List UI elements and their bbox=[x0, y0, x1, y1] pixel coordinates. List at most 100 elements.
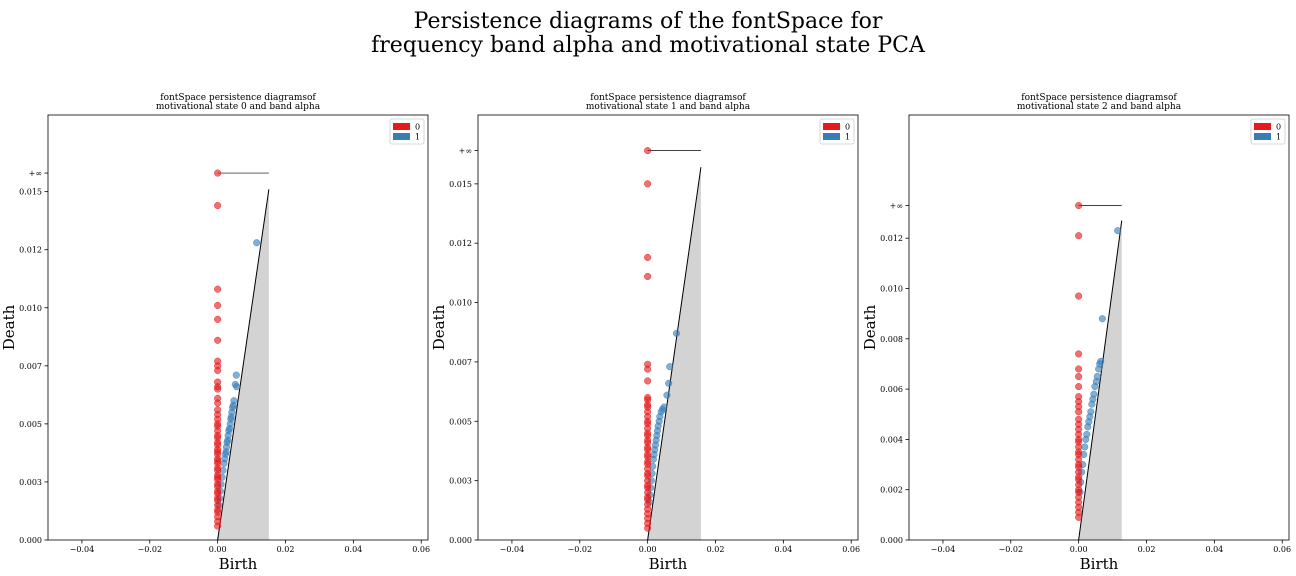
point-dim0 bbox=[214, 366, 222, 375]
point-dim0 bbox=[214, 202, 222, 210]
point-dim0 bbox=[214, 285, 222, 293]
point-dim1 bbox=[233, 383, 241, 391]
point-dim1 bbox=[666, 363, 674, 371]
legend-label-0: 0 bbox=[845, 123, 850, 132]
y-tick-label: 0.003 bbox=[449, 477, 472, 486]
point-dim1 bbox=[1095, 365, 1103, 373]
x-axis-label: Birth bbox=[1080, 555, 1119, 573]
point-dim0 bbox=[1075, 383, 1083, 391]
y-tick-label: 0.010 bbox=[880, 285, 903, 294]
y-tick-label: 0.012 bbox=[19, 246, 42, 255]
legend-swatch-1 bbox=[1254, 133, 1271, 140]
panel-title-line1: fontSpace persistence diagramsof bbox=[160, 93, 316, 103]
figure-title-line1: Persistence diagrams of the fontSpace fo… bbox=[414, 9, 883, 34]
x-tick-label: 0.04 bbox=[1205, 545, 1223, 554]
panel-title-line2: motivational state 0 and band alpha bbox=[156, 102, 321, 112]
point-dim1 bbox=[1098, 315, 1106, 323]
y-tick-label: 0.010 bbox=[19, 304, 42, 313]
point-dim1 bbox=[1084, 423, 1092, 431]
point-dim0 bbox=[644, 524, 652, 532]
panel-title-line1: fontSpace persistence diagramsof bbox=[1021, 93, 1177, 103]
point-dim0 bbox=[644, 377, 652, 385]
y-tick-label: 0.008 bbox=[880, 335, 903, 344]
legend-label-1: 1 bbox=[415, 133, 420, 142]
y-tick-label: 0.000 bbox=[449, 536, 472, 545]
point-dim1 bbox=[220, 459, 228, 467]
legend-swatch-0 bbox=[393, 123, 410, 130]
point-dim0 bbox=[214, 399, 222, 407]
infinity-tick-label: +∞ bbox=[890, 202, 903, 211]
y-tick-label: 0.010 bbox=[449, 299, 472, 308]
y-tick-label: 0.015 bbox=[449, 180, 472, 189]
persistence-panel-2: fontSpace persistence diagramsofmotivati… bbox=[861, 93, 1291, 573]
axes-frame bbox=[47, 114, 429, 541]
x-tick-label: 0.00 bbox=[209, 545, 227, 554]
point-dim0 bbox=[214, 385, 222, 393]
y-axis-label: Death bbox=[861, 304, 879, 350]
y-tick-label: 0.012 bbox=[880, 234, 903, 243]
y-tick-label: 0.012 bbox=[449, 239, 472, 248]
point-dim1 bbox=[672, 329, 681, 337]
legend-swatch-0 bbox=[823, 123, 840, 130]
x-tick-label: 0.00 bbox=[639, 545, 657, 554]
point-dim1 bbox=[1082, 435, 1090, 443]
x-tick-label: 0.04 bbox=[344, 545, 362, 554]
point-dim0 bbox=[1075, 372, 1083, 381]
point-dim0 bbox=[1075, 408, 1083, 416]
point-dim0 bbox=[1075, 292, 1083, 300]
point-dim0 bbox=[214, 336, 222, 344]
infinity-tick-label: +∞ bbox=[459, 147, 472, 156]
diagonal-line bbox=[647, 167, 702, 541]
point-dim1 bbox=[232, 371, 240, 379]
point-dim0 bbox=[1075, 201, 1083, 210]
x-tick-label: 0.06 bbox=[1273, 545, 1291, 554]
point-dim0 bbox=[1075, 232, 1083, 240]
diagonal-line bbox=[1078, 220, 1123, 541]
x-tick-label: −0.02 bbox=[999, 545, 1024, 554]
x-tick-label: −0.04 bbox=[70, 545, 95, 554]
y-tick-label: 0.007 bbox=[19, 362, 42, 371]
y-tick-label: 0.003 bbox=[19, 478, 42, 487]
y-axis-label: Death bbox=[430, 304, 448, 350]
point-dim1 bbox=[1114, 227, 1122, 235]
persistence-panel-0: fontSpace persistence diagramsofmotivati… bbox=[0, 93, 430, 573]
legend-swatch-1 bbox=[823, 133, 840, 140]
point-dim1 bbox=[1088, 400, 1096, 408]
point-dim0 bbox=[214, 315, 222, 323]
y-tick-label: 0.005 bbox=[19, 420, 42, 429]
legend-label-1: 1 bbox=[845, 133, 850, 142]
y-tick-label: 0.005 bbox=[449, 417, 472, 426]
x-tick-label: −0.02 bbox=[568, 545, 593, 554]
point-dim0 bbox=[644, 180, 652, 188]
x-tick-label: 0.02 bbox=[277, 545, 295, 554]
x-tick-label: 0.06 bbox=[412, 545, 430, 554]
point-dim0 bbox=[644, 365, 652, 373]
y-tick-label: 0.004 bbox=[880, 435, 903, 444]
y-tick-label: 0.015 bbox=[19, 188, 42, 197]
legend-swatch-0 bbox=[1254, 123, 1271, 130]
x-tick-label: −0.04 bbox=[500, 545, 525, 554]
point-dim0 bbox=[644, 253, 652, 262]
legend-label-1: 1 bbox=[1276, 133, 1281, 142]
axes-frame bbox=[477, 114, 859, 541]
point-dim0 bbox=[644, 147, 652, 155]
x-tick-label: −0.02 bbox=[138, 545, 163, 554]
point-dim1 bbox=[1091, 383, 1099, 391]
point-dim0 bbox=[644, 272, 652, 281]
legend-label-0: 0 bbox=[415, 123, 420, 132]
panel-title-line2: motivational state 1 and band alpha bbox=[586, 102, 751, 112]
y-tick-label: 0.000 bbox=[19, 536, 42, 545]
panel-title-line2: motivational state 2 and band alpha bbox=[1017, 102, 1182, 112]
point-dim1 bbox=[665, 379, 673, 387]
x-tick-label: 0.02 bbox=[707, 545, 725, 554]
y-tick-label: 0.002 bbox=[880, 486, 903, 495]
x-tick-label: 0.06 bbox=[842, 545, 860, 554]
point-dim0 bbox=[1075, 513, 1083, 521]
x-tick-label: 0.02 bbox=[1138, 545, 1156, 554]
infinity-tick-label: +∞ bbox=[29, 169, 42, 178]
y-axis-label: Death bbox=[0, 304, 18, 350]
panel-title-line1: fontSpace persistence diagramsof bbox=[590, 93, 746, 103]
axes-frame bbox=[908, 114, 1290, 541]
y-tick-label: 0.007 bbox=[449, 358, 472, 367]
